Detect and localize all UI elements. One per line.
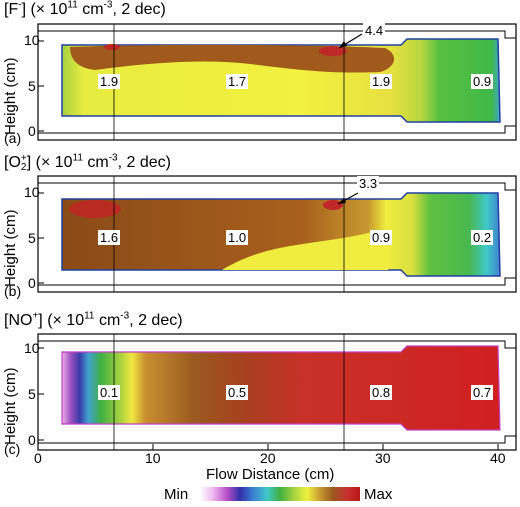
panel-a-title-unit: cm [77,1,104,18]
panel-a-value-1: 1.9 [98,74,121,89]
panel-c-title-unitexp: -3 [120,310,130,322]
xtick-label-20: 20 [260,450,276,466]
xaxis-label: Flow Distance (cm) [206,466,335,483]
panel-b-max-label: 3.3 [357,176,380,191]
panel-c-title-post: ] (× 10 [38,312,85,329]
panel-c-title-tail: , 2 dec) [129,312,183,329]
xtick-label-0: 0 [34,450,42,466]
panel-b-title-unit: cm [82,154,109,171]
xtick-label-10: 10 [145,450,161,466]
colorbar-min-label: Min [164,486,189,503]
panel-a-max-label: 4.4 [363,23,386,38]
panel-c-value-4: 0.7 [471,385,494,400]
panel-c-domain [61,345,501,431]
panel-b-value-1: 1.6 [98,230,121,245]
panel-c-value-1: 0.1 [98,385,121,400]
panel-c-title-exp: 11 [84,310,95,322]
panel-b-max-region [323,200,343,210]
panel-b-value-4: 0.2 [471,230,494,245]
panel-a-value-4: 0.9 [471,74,494,89]
panel-b-label: (b) [4,283,22,299]
panel-b-title-exp: 11 [72,152,83,164]
panel-b-wall-bottom [38,277,516,286]
panel-a-max-region [319,46,347,56]
panel-b-value-3: 0.9 [370,230,393,245]
panel-a-ylabel: Height (cm) [2,57,19,135]
xtick-label-40: 40 [490,450,506,466]
panel-b-title-unitexp: -3 [108,152,118,164]
panel-a-title-tail: , 2 dec) [112,1,166,18]
panel-b-ytick-label-0: 0 [28,275,36,291]
panel-b-ylabel: Height (cm) [2,209,19,287]
panel-c [37,333,517,451]
panel-b-title-scripts: +2 [20,153,27,173]
panel-c-ylabel: Height (cm) [2,367,19,445]
panel-b-yellow-tongue [222,232,390,270]
panel-c-ytick-label-0: 0 [28,432,36,448]
panel-b-domain [61,192,501,277]
panel-b-local-max [69,200,121,218]
panel-b-title-tail: , 2 dec) [117,154,171,171]
panel-c-wall-top [38,340,516,349]
panel-b-title-pre: [O [4,154,21,171]
panel-c-title: [NO+] (× 1011 cm-3, 2 dec) [4,310,183,330]
panel-a-label: (a) [4,130,22,146]
panel-b-wall-top [38,182,516,191]
panel-c-wall-bottom [38,435,516,444]
panel-a-title-post: ] (× 10 [21,1,68,18]
panel-c-value-2: 0.5 [226,385,249,400]
panel-a-title-pre: [F [4,1,19,18]
panel-a-title-sup: - [18,0,22,11]
panel-b-title-sub: 2 [20,162,27,173]
panel-b-value-2: 1.0 [226,230,249,245]
panel-a-title: [F-] (× 1011 cm-3, 2 dec) [4,0,166,19]
panel-b-ytick-label-10: 10 [24,184,40,200]
panel-a-wall-top [38,30,516,39]
panel-c-ytick-label-5: 5 [28,386,36,402]
panel-a-ytick-label-0: 0 [28,123,36,139]
panel-a-wall-bottom [38,125,516,134]
panel-c-value-3: 0.8 [370,385,393,400]
xtick-label-30: 30 [375,450,391,466]
panel-a-local-max [104,44,120,50]
panel-a-value-2: 1.7 [226,74,249,89]
panel-a-value-3: 1.9 [370,74,393,89]
panel-b-title-post: ] (× 10 [26,154,73,171]
panel-b-ytick-label-5: 5 [28,230,36,246]
panel-a-ytick-label-5: 5 [28,78,36,94]
panel-b-title-sup: + [20,153,27,164]
panel-a-arrowhead [339,41,347,48]
panel-b-title: [O +2] (× 1011 cm-3, 2 dec) [4,152,171,173]
panel-c-title-unit: cm [94,312,121,329]
colorbar [200,487,360,501]
panel-c-label: (c) [4,441,21,457]
colorbar-max-label: Max [364,486,393,503]
panel-c-title-pre: [NO [4,312,33,329]
panel-a-title-unitexp: -3 [103,0,113,11]
panel-a-high-region [70,44,395,73]
panel-c-ytick-label-10: 10 [24,340,40,356]
panel-a-ytick-label-10: 10 [24,32,40,48]
panel-a-title-exp: 11 [67,0,78,11]
panel-a [37,23,517,141]
panel-c-title-sup: + [32,310,39,322]
